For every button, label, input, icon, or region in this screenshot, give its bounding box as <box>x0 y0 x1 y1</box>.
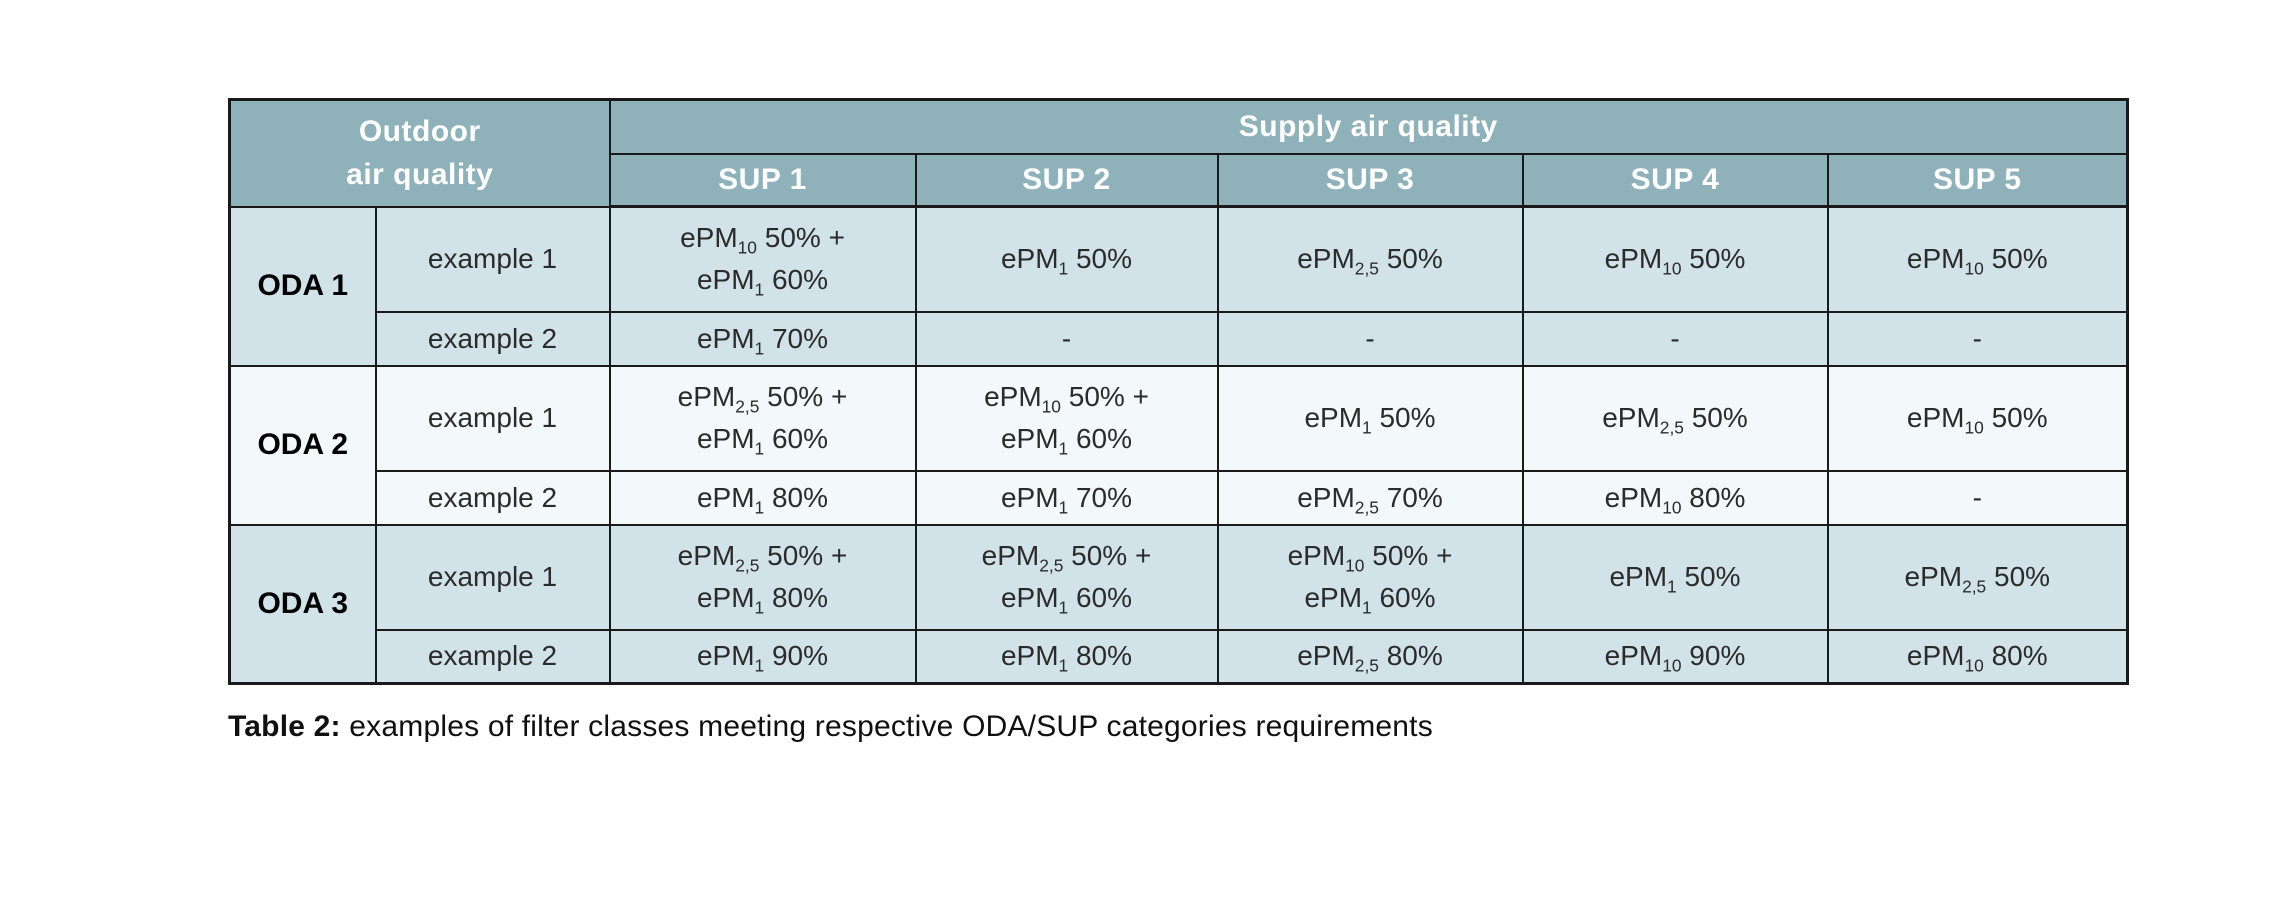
value-cell: - <box>914 310 1219 367</box>
header-sup-1: SUP 1 <box>608 152 917 208</box>
example-label: example 1 <box>374 523 611 631</box>
value-cell: ePM10 50% + ePM1 60% <box>608 205 917 313</box>
table-caption-text: examples of filter classes meeting respe… <box>340 710 1433 743</box>
table-row: example 2 ePM1 80% ePM1 70% ePM2,5 70% e… <box>230 469 2129 526</box>
value-cell: ePM10 50% <box>1521 205 1829 313</box>
value-cell: ePM2,5 50% <box>1826 523 2129 631</box>
table-caption: Table 2: examples of filter classes meet… <box>228 710 1433 744</box>
table-row: example 2 ePM1 70% - - - - <box>230 310 2129 367</box>
value-cell: ePM2,5 50% <box>1521 364 1829 472</box>
header-sup-5: SUP 5 <box>1826 152 2129 208</box>
value-cell: ePM10 80% <box>1826 628 2129 685</box>
value-cell: ePM2,5 80% <box>1216 628 1524 685</box>
value-cell: - <box>1826 310 2129 367</box>
value-cell: ePM10 50% <box>1826 364 2129 472</box>
value-cell: - <box>1521 310 1829 367</box>
header-sup-4: SUP 4 <box>1521 152 1829 208</box>
header-sup-3: SUP 3 <box>1216 152 1524 208</box>
value-cell: ePM10 90% <box>1521 628 1829 685</box>
value-cell: ePM1 50% <box>1216 364 1524 472</box>
value-cell: ePM10 50% + ePM1 60% <box>914 364 1219 472</box>
table-row: ODA 3 example 1 ePM2,5 50% + ePM1 80% ePM… <box>228 523 2129 685</box>
value-cell: ePM2,5 50% + ePM1 80% <box>608 523 917 631</box>
example-label: example 2 <box>374 628 611 685</box>
example-label: example 1 <box>374 364 611 472</box>
value-cell: ePM2,5 50% + ePM1 60% <box>608 364 917 472</box>
value-cell: ePM2,5 50% + ePM1 60% <box>914 523 1219 631</box>
value-cell: - <box>1826 469 2129 526</box>
table-caption-label: Table 2: <box>228 710 341 743</box>
value-cell: ePM10 80% <box>1521 469 1829 526</box>
example-label: example 1 <box>374 205 611 313</box>
header-outdoor-air-quality: Outdoor air quality <box>228 98 611 208</box>
oda-3-label: ODA 3 <box>228 523 377 685</box>
oda-1-label: ODA 1 <box>228 205 377 367</box>
value-cell: ePM1 70% <box>914 469 1219 526</box>
value-cell: ePM10 50% + ePM1 60% <box>1216 523 1524 631</box>
table-row: ODA 2 example 1 ePM2,5 50% + ePM1 60% ePM… <box>228 364 2129 526</box>
oda-2-label: ODA 2 <box>228 364 377 526</box>
filter-classes-table: Outdoor air quality Supply air quality S… <box>228 98 2130 685</box>
value-cell: ePM1 90% <box>608 628 917 685</box>
table-row: example 2 ePM1 90% ePM1 80% ePM2,5 80% e… <box>230 628 2129 685</box>
value-cell: ePM10 50% <box>1826 205 2129 313</box>
header-sup-2: SUP 2 <box>914 152 1219 208</box>
example-label: example 2 <box>374 310 611 367</box>
value-cell: ePM1 80% <box>608 469 917 526</box>
value-cell: ePM2,5 50% <box>1216 205 1524 313</box>
header-supply-air-quality: Supply air quality <box>608 98 2129 155</box>
value-cell: ePM2,5 70% <box>1216 469 1524 526</box>
value-cell: ePM1 70% <box>608 310 917 367</box>
value-cell: ePM1 50% <box>1521 523 1829 631</box>
table-row: ODA 1 example 1 ePM10 50% + ePM1 60% ePM1… <box>228 205 2129 367</box>
value-cell: ePM1 50% <box>914 205 1219 313</box>
value-cell: ePM1 80% <box>914 628 1219 685</box>
value-cell: - <box>1216 310 1524 367</box>
example-label: example 2 <box>374 469 611 526</box>
